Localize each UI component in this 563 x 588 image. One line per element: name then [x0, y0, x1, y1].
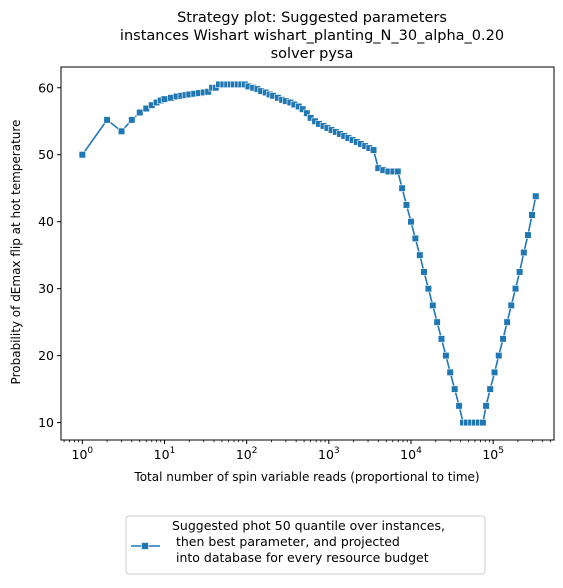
- data-point: [437, 335, 446, 343]
- legend: Suggested phot 50 quantile over instance…: [125, 515, 486, 575]
- legend-frame: [125, 515, 486, 575]
- legend-label-line: into database for every resource budget: [172, 550, 429, 565]
- x-tick-label: 102: [236, 446, 258, 462]
- data-point: [479, 418, 487, 427]
- chart-title-line-3: solver pysa: [271, 46, 354, 62]
- x-tick-label: 101: [154, 446, 176, 462]
- data-point: [420, 268, 428, 276]
- x-tick-exponent: 4: [416, 446, 422, 456]
- data-point: [128, 116, 136, 124]
- data-point: [507, 301, 515, 310]
- y-tick-label: 40: [38, 214, 54, 229]
- data-point: [204, 88, 212, 96]
- data-point: [442, 352, 450, 360]
- x-tick-label: 104: [400, 446, 422, 462]
- series-layer: [78, 80, 540, 427]
- x-tick-base: 10: [400, 447, 416, 462]
- x-tick-label: 103: [318, 446, 340, 462]
- legend-marker-sample: [141, 542, 149, 550]
- data-point: [451, 385, 459, 393]
- data-point: [446, 368, 454, 376]
- data-point: [532, 192, 540, 200]
- data-point: [103, 116, 111, 124]
- chart-title-line-1: Strategy plot: Suggested parameters: [177, 10, 447, 26]
- y-tick-label: 20: [38, 348, 54, 363]
- data-point: [407, 218, 415, 226]
- x-tick-base: 10: [154, 447, 170, 462]
- data-point: [160, 95, 169, 103]
- data-point: [369, 146, 378, 154]
- data-point: [516, 268, 524, 276]
- y-tick-label: 30: [38, 281, 54, 296]
- chart-title-line-2: instances Wishart wishart_planting_N_30_…: [120, 28, 504, 44]
- x-tick-exponent: 1: [170, 446, 176, 456]
- data-point: [398, 184, 406, 192]
- y-axis-ticks: 10 20 30 40 50 60: [38, 80, 61, 430]
- x-tick-label: 105: [482, 446, 504, 462]
- x-axis-ticks: 100 101 102 103 104 105: [63, 440, 551, 462]
- plot-frame: [60, 66, 555, 441]
- x-tick-base: 10: [482, 447, 498, 462]
- data-point: [299, 105, 307, 113]
- data-point: [429, 301, 437, 310]
- data-point: [528, 211, 536, 219]
- x-tick-exponent: 0: [87, 446, 93, 456]
- data-point: [424, 285, 433, 293]
- data-point: [303, 109, 311, 117]
- x-axis-label: Total number of spin variable reads (pro…: [133, 470, 479, 484]
- y-tick-label: 10: [38, 415, 54, 430]
- data-point: [402, 201, 411, 209]
- data-point: [416, 251, 424, 259]
- data-point: [394, 167, 402, 176]
- data-point: [511, 285, 520, 293]
- data-point: [433, 318, 441, 326]
- x-tick-exponent: 3: [334, 446, 340, 456]
- y-tick-label: 50: [38, 147, 54, 162]
- x-tick-base: 10: [72, 447, 88, 462]
- data-point: [490, 368, 499, 376]
- x-tick-exponent: 5: [498, 446, 504, 456]
- data-point: [486, 385, 494, 393]
- data-point: [524, 231, 532, 239]
- legend-label-line: Suggested phot 50 quantile over instance…: [172, 518, 445, 533]
- data-point: [495, 352, 503, 360]
- x-tick-label: 100: [72, 446, 94, 462]
- data-point: [117, 127, 126, 135]
- data-point: [78, 151, 86, 159]
- data-point: [503, 318, 511, 326]
- data-point: [482, 402, 490, 410]
- x-tick-base: 10: [318, 447, 334, 462]
- data-point: [455, 402, 463, 410]
- data-point: [499, 335, 507, 343]
- legend-label-line: then best parameter, and projected: [172, 534, 400, 549]
- legend-label: Suggested phot 50 quantile over instance…: [172, 518, 445, 565]
- y-tick-label: 60: [38, 80, 54, 95]
- data-point: [520, 248, 528, 257]
- x-tick-exponent: 2: [252, 446, 258, 456]
- chart-title: Strategy plot: Suggested parameters inst…: [120, 10, 504, 62]
- x-tick-base: 10: [236, 447, 252, 462]
- data-point: [136, 108, 144, 117]
- y-axis-label: Probability of dEmax flip at hot tempera…: [9, 120, 23, 385]
- data-point: [411, 234, 419, 243]
